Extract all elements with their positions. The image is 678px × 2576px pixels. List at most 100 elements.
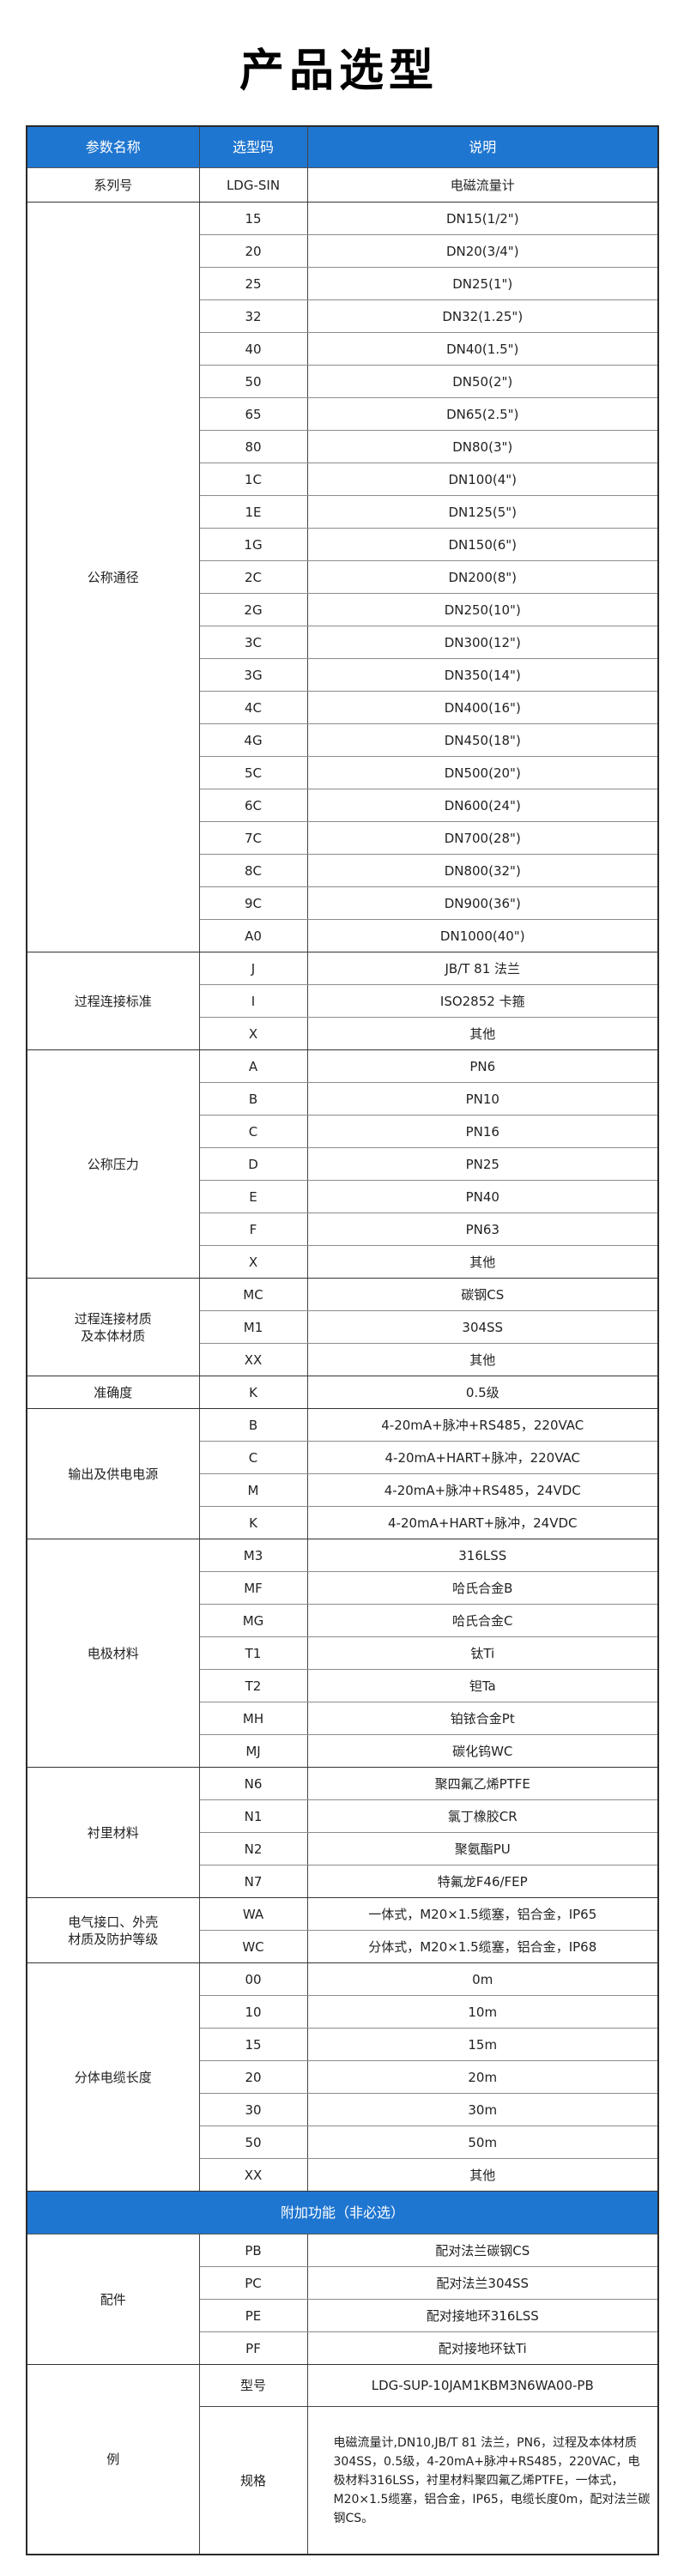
option-description: DN15(1/2") bbox=[306, 202, 659, 235]
page-title: 产品选型 bbox=[239, 45, 439, 97]
option-description: 30m bbox=[306, 2093, 659, 2126]
option-code: 15 bbox=[198, 202, 308, 235]
option-description: 其他 bbox=[306, 2158, 659, 2192]
option-description: 钛Ti bbox=[306, 1636, 659, 1670]
option-description: 碳化钨WC bbox=[306, 1734, 659, 1768]
option-description: 配对法兰碳钢CS bbox=[306, 2234, 659, 2267]
option-description: 分体式，M20×1.5缆塞，铝合金，IP68 bbox=[306, 1930, 659, 1963]
table-row: 9C DN900(36") bbox=[27, 886, 659, 920]
table-row: I ISO2852 卡箍 bbox=[27, 984, 659, 1018]
table-row: MG 哈氏合金C bbox=[27, 1604, 659, 1637]
header-param: 参数名称 bbox=[26, 126, 200, 168]
table-row: N2 聚氨酯PU bbox=[27, 1832, 659, 1865]
option-description: DN100(4") bbox=[306, 463, 659, 496]
option-description: 哈氏合金C bbox=[306, 1604, 659, 1637]
option-code: K bbox=[198, 1506, 308, 1539]
series-name: 系列号 bbox=[26, 167, 200, 203]
table-row: 8C DN800(32") bbox=[27, 854, 659, 887]
option-description: DN500(20") bbox=[306, 756, 659, 789]
option-code: A bbox=[198, 1049, 308, 1083]
table-row: 50 DN50(2") bbox=[27, 365, 659, 398]
model-label: 型号 bbox=[198, 2364, 308, 2407]
option-code: 10 bbox=[198, 1995, 308, 2029]
table-row: D PN25 bbox=[27, 1147, 659, 1181]
model-value: LDG-SUP-10JAM1KBM3N6WA00-PB bbox=[306, 2364, 659, 2407]
series-code: LDG-SIN bbox=[198, 167, 308, 203]
option-code: T1 bbox=[198, 1636, 308, 1670]
option-description: DN200(8") bbox=[306, 560, 659, 594]
option-description: 碳钢CS bbox=[306, 1278, 659, 1311]
series-desc: 电磁流量计 bbox=[306, 167, 659, 203]
table-row: X 其他 bbox=[27, 1017, 659, 1050]
spec-value: 电磁流量计,DN10,JB/T 81 法兰，PN6，过程及本体材质304SS，0… bbox=[306, 2406, 659, 2555]
table-row: 10 10m bbox=[27, 1995, 659, 2029]
table-row: 6C DN600(24") bbox=[27, 789, 659, 822]
table-row: 电极材料 M3 316LSS bbox=[26, 1539, 659, 1768]
option-description: PN10 bbox=[306, 1082, 659, 1116]
table-row: F PN63 bbox=[27, 1212, 659, 1246]
option-code: WA bbox=[198, 1897, 308, 1931]
option-code: 50 bbox=[198, 365, 308, 398]
table-row: XX 其他 bbox=[27, 2158, 659, 2192]
option-description: 4-20mA+脉冲+RS485，24VDC bbox=[306, 1473, 659, 1507]
option-code: J bbox=[198, 952, 308, 985]
table-row: 25 DN25(1") bbox=[27, 267, 659, 300]
table-row: C PN16 bbox=[27, 1115, 659, 1148]
table-row: MF 哈氏合金B bbox=[27, 1571, 659, 1605]
option-description: DN250(10") bbox=[306, 593, 659, 626]
option-description: 铂铱合金Pt bbox=[306, 1702, 659, 1735]
table-row: 分体电缆长度 00 0m bbox=[26, 1962, 659, 2192]
table-row: 40 DN40(1.5") bbox=[27, 332, 659, 366]
option-code: 6C bbox=[198, 789, 308, 822]
option-description: DN400(16") bbox=[306, 691, 659, 724]
option-description: 哈氏合金B bbox=[306, 1571, 659, 1605]
option-code: B bbox=[198, 1408, 308, 1442]
table-row: 过程连接标准 J JB/T 81 法兰 bbox=[26, 952, 659, 1050]
option-description: DN65(2.5") bbox=[306, 397, 659, 431]
option-code: N2 bbox=[198, 1832, 308, 1865]
table-row: XX 其他 bbox=[27, 1343, 659, 1376]
table-row: 20 DN20(3/4") bbox=[27, 234, 659, 268]
option-code: 8C bbox=[198, 854, 308, 887]
parameter-name: 电极材料 bbox=[26, 1539, 200, 1768]
option-description: DN300(12") bbox=[306, 626, 659, 659]
table-row: N7 特氟龙F46/FEP bbox=[27, 1865, 659, 1898]
table-row: 2C DN200(8") bbox=[27, 560, 659, 594]
series-row: 系列号 LDG-SIN 电磁流量计 bbox=[26, 167, 659, 203]
table-row: 30 30m bbox=[27, 2093, 659, 2126]
option-code: 80 bbox=[198, 430, 308, 463]
option-description: 聚氨酯PU bbox=[306, 1832, 659, 1865]
option-code: M3 bbox=[198, 1539, 308, 1572]
table-row: 7C DN700(28") bbox=[27, 821, 659, 855]
table-row: 4C DN400(16") bbox=[27, 691, 659, 724]
additional-functions-header: 附加功能（非必选） bbox=[26, 2191, 659, 2234]
option-code: 3C bbox=[198, 626, 308, 659]
option-description: 10m bbox=[306, 1995, 659, 2029]
table-row: 3G DN350(14") bbox=[27, 658, 659, 692]
table-row: A0 DN1000(40") bbox=[27, 919, 659, 952]
parameter-name: 准确度 bbox=[26, 1376, 200, 1409]
selection-table: 参数名称 选型码 说明 系列号 LDG-SIN 电磁流量计 公称通径 15 DN15… bbox=[26, 125, 659, 2555]
option-description: 其他 bbox=[306, 1245, 659, 1279]
option-code: 1E bbox=[198, 495, 308, 529]
parameter-name: 公称通径 bbox=[26, 202, 200, 952]
option-code: MH bbox=[198, 1702, 308, 1735]
option-description: DN350(14") bbox=[306, 658, 659, 692]
option-description: DN25(1") bbox=[306, 267, 659, 300]
table-row: 输出及供电电源 B 4-20mA+脉冲+RS485，220VAC bbox=[26, 1408, 659, 1539]
table-row: 1G DN150(6") bbox=[27, 528, 659, 561]
option-code: XX bbox=[198, 2158, 308, 2192]
option-description: DN125(5") bbox=[306, 495, 659, 529]
option-code: X bbox=[198, 1245, 308, 1279]
option-description: 配对法兰304SS bbox=[306, 2266, 659, 2300]
table-row: 20 20m bbox=[27, 2060, 659, 2094]
option-code: E bbox=[198, 1180, 308, 1213]
option-code: 65 bbox=[198, 397, 308, 431]
table-row: 65 DN65(2.5") bbox=[27, 397, 659, 431]
table-row: N1 氯丁橡胶CR bbox=[27, 1799, 659, 1833]
option-description: 特氟龙F46/FEP bbox=[306, 1865, 659, 1898]
option-description: 0.5级 bbox=[306, 1376, 659, 1409]
option-code: M1 bbox=[198, 1310, 308, 1344]
option-code: 3G bbox=[198, 658, 308, 692]
option-code: WC bbox=[198, 1930, 308, 1963]
